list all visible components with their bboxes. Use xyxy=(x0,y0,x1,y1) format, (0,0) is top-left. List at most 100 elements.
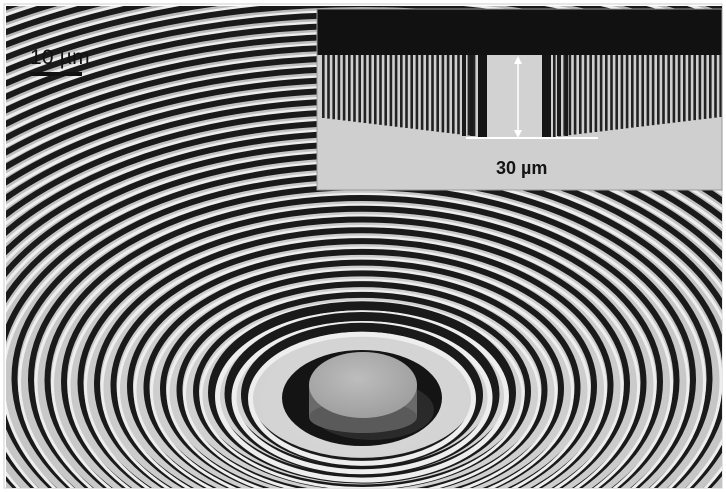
inset-line xyxy=(683,55,686,122)
ring-ridge xyxy=(150,268,574,488)
inset-line xyxy=(400,55,403,128)
inset-line xyxy=(719,55,722,118)
ring-ridge xyxy=(34,192,690,488)
inset-line xyxy=(342,55,346,121)
inset-line xyxy=(457,55,460,135)
inset-line xyxy=(657,55,660,125)
inset-line xyxy=(358,55,361,123)
ring-groove xyxy=(77,216,647,488)
ring-ridge xyxy=(183,289,541,488)
inset-line xyxy=(472,55,476,137)
inset-grating-lines xyxy=(322,55,722,137)
inset-line xyxy=(688,55,691,121)
inset-line xyxy=(714,55,717,118)
post-top xyxy=(309,352,417,418)
inset-line xyxy=(565,55,568,136)
ring-groove xyxy=(143,259,581,488)
inset-line xyxy=(563,55,566,136)
inset-line xyxy=(431,55,434,132)
inset-line xyxy=(557,55,561,136)
inset-line xyxy=(410,55,413,129)
inset-line xyxy=(420,55,424,130)
inset-line xyxy=(467,55,471,136)
inset-line xyxy=(394,55,398,127)
inset-line xyxy=(594,55,598,133)
inset-line xyxy=(573,55,577,135)
inset-line xyxy=(589,55,592,133)
inset-line xyxy=(384,55,387,126)
inset-line xyxy=(636,55,639,128)
inset-line xyxy=(553,55,556,137)
inset-line xyxy=(709,55,712,119)
inset-line xyxy=(363,55,367,123)
inset-line xyxy=(379,55,382,125)
inset-border xyxy=(316,8,723,191)
inset-line xyxy=(672,55,676,123)
inset-line xyxy=(693,55,696,121)
ring-groove xyxy=(110,238,614,488)
ring-groove xyxy=(44,195,680,488)
inset-line xyxy=(470,55,473,136)
inset-top-layer xyxy=(317,9,722,55)
ring-groove xyxy=(127,248,597,488)
ring-ridge xyxy=(51,203,673,488)
ring-groove xyxy=(160,270,564,488)
inset-line xyxy=(625,55,629,129)
ring-groove xyxy=(61,205,663,488)
inset-line xyxy=(615,55,618,130)
inset-central-gap xyxy=(486,55,542,137)
ring-ridge xyxy=(133,257,591,488)
inset-dimension-label: 30 µm xyxy=(496,158,548,178)
ring-ridge xyxy=(84,225,640,488)
inset-line xyxy=(677,55,681,123)
inset-line xyxy=(579,55,582,134)
inset-line xyxy=(584,55,587,134)
inset-line xyxy=(703,55,707,119)
inset-line xyxy=(322,55,325,118)
ring-ridge xyxy=(117,246,607,488)
inset-line xyxy=(441,55,445,133)
inset-line xyxy=(337,55,341,120)
cross-section-inset xyxy=(317,9,722,190)
inset-line xyxy=(368,55,372,124)
inset-line xyxy=(610,55,613,131)
inset-line xyxy=(452,55,455,134)
inset-line xyxy=(374,55,377,125)
inset-line xyxy=(348,55,351,122)
arrow-head-down xyxy=(514,130,522,138)
inset-line xyxy=(415,55,419,130)
ring-ridge xyxy=(67,214,657,488)
ring-groove xyxy=(176,281,548,488)
inset-line xyxy=(641,55,644,127)
inset-line xyxy=(446,55,450,133)
inset-line xyxy=(353,55,356,122)
arrow-head-up xyxy=(514,56,522,64)
inset-line xyxy=(405,55,408,128)
inset-line xyxy=(436,55,439,132)
inset-line xyxy=(631,55,634,128)
ring-ridge xyxy=(248,331,476,466)
inset-line xyxy=(667,55,670,124)
inset-line xyxy=(605,55,608,131)
inset-wall-left xyxy=(478,55,487,137)
scale-bar-label: 10 µm xyxy=(30,46,90,69)
inset-line xyxy=(568,55,572,136)
inset-line xyxy=(646,55,650,126)
inset-wall-right xyxy=(542,55,551,137)
inset-line xyxy=(620,55,624,129)
inset-line xyxy=(332,55,335,120)
inset-line xyxy=(389,55,393,127)
ring-ridge xyxy=(100,235,624,488)
inset-line xyxy=(698,55,702,120)
inset-line xyxy=(599,55,603,132)
inset-line xyxy=(651,55,655,126)
ring-ridge xyxy=(166,278,558,488)
inset-line xyxy=(662,55,665,124)
scale-bar xyxy=(30,72,82,76)
inset-line xyxy=(462,55,466,136)
inset-line xyxy=(426,55,429,131)
inset-line xyxy=(327,55,330,119)
ring-groove xyxy=(94,227,630,488)
